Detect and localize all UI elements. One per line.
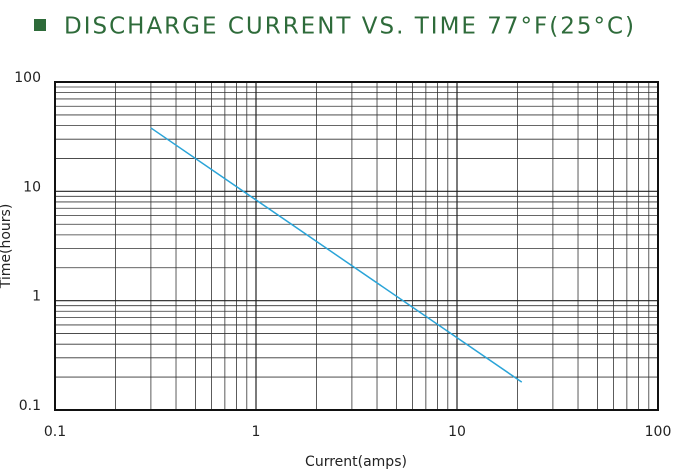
x-tick-label: 100 — [645, 424, 672, 440]
y-tick-label: 0.1 — [19, 398, 41, 414]
x-tick-label: 10 — [448, 424, 466, 440]
chart-title: DISCHARGE CURRENT VS. TIME 77°F(25°C) — [64, 14, 636, 40]
title-bullet — [34, 19, 46, 31]
plot-frame — [54, 81, 659, 411]
data-line — [150, 127, 523, 383]
x-axis-label: Current(amps) — [305, 454, 407, 470]
y-tick-label: 1 — [32, 289, 41, 305]
y-tick-label: 100 — [14, 70, 41, 86]
y-tick-label: 10 — [23, 179, 41, 195]
y-axis-label: Time(hours) — [0, 204, 14, 290]
x-tick-label: 1 — [252, 424, 261, 440]
x-tick-label: 0.1 — [44, 424, 66, 440]
